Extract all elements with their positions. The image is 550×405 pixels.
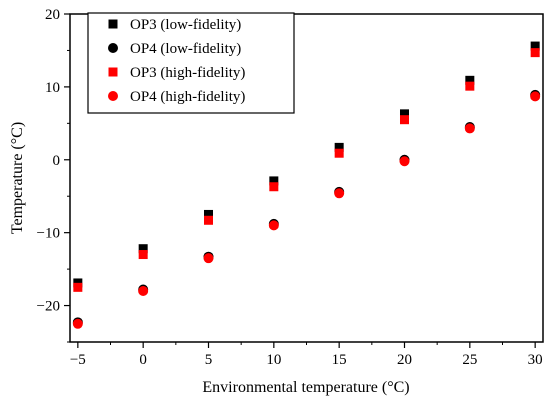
data-point (334, 148, 344, 158)
legend-label: OP3 (low-fidelity) (130, 17, 241, 33)
y-tick-label: 0 (53, 153, 61, 169)
data-point (399, 115, 409, 125)
data-point (530, 41, 540, 51)
data-point (334, 142, 344, 152)
y-axis-label: Temperature (°C) (9, 122, 26, 234)
data-point (203, 253, 214, 264)
x-tick-label: 0 (139, 352, 147, 368)
series-4 (72, 91, 541, 329)
legend-item: OP4 (high-fidelity) (108, 89, 245, 105)
x-tick-label: 25 (462, 352, 477, 368)
legend-item: OP3 (low-fidelity) (108, 17, 241, 33)
data-point (334, 188, 345, 199)
data-point (465, 75, 475, 85)
data-point (465, 81, 475, 91)
tick-labels: −5 0 5 10 15 20 25 30 −20 −10 0 10 20 (37, 7, 543, 368)
legend: OP3 (low-fidelity) OP4 (low-fidelity) OP3 … (87, 12, 295, 114)
x-tick-label: 5 (205, 352, 213, 368)
data-point (268, 220, 279, 231)
data-point (399, 156, 410, 167)
data-point (269, 182, 279, 192)
x-tick-label: 20 (397, 352, 412, 368)
data-point (399, 109, 409, 119)
x-tick-label: 15 (332, 352, 347, 368)
legend-label: OP4 (low-fidelity) (130, 41, 241, 57)
data-point (73, 282, 83, 292)
legend-marker (108, 43, 118, 53)
data-point (530, 91, 541, 102)
data-point (464, 123, 475, 134)
data-point (204, 209, 214, 219)
y-tick-label: 10 (45, 80, 60, 96)
legend-label: OP4 (high-fidelity) (130, 89, 245, 105)
legend-item: OP4 (low-fidelity) (108, 41, 241, 57)
x-tick-label: −5 (70, 352, 86, 368)
y-tick-label: −20 (37, 299, 60, 315)
legend-box (87, 12, 295, 114)
legend-marker (108, 91, 118, 101)
x-axis-label: Environmental temperature (°C) (202, 379, 409, 396)
data-point (204, 215, 214, 225)
data-point (269, 176, 279, 186)
legend-marker (108, 67, 118, 77)
data-point (72, 318, 83, 329)
legend-label: OP3 (high-fidelity) (130, 65, 245, 81)
axis-ticks (64, 13, 536, 348)
data-point (530, 48, 540, 58)
data-point (138, 244, 148, 254)
y-tick-label: 20 (45, 7, 60, 23)
data-points (72, 41, 541, 329)
legend-marker (108, 19, 118, 29)
series-3 (73, 48, 540, 292)
data-point (138, 250, 148, 260)
x-tick-label: 30 (528, 352, 543, 368)
y-tick-label: −10 (37, 226, 60, 242)
legend-item: OP3 (high-fidelity) (108, 65, 245, 81)
x-tick-label: 10 (266, 352, 281, 368)
data-point (138, 285, 149, 296)
